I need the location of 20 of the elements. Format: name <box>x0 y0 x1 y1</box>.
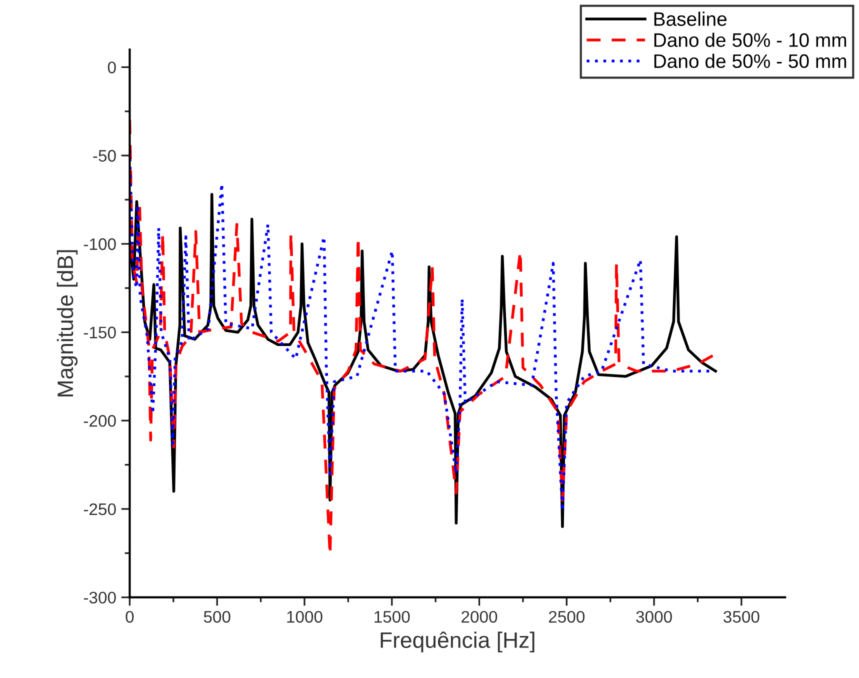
x-tick-label: 0 <box>126 610 134 623</box>
x-tick-label: 500 <box>204 610 230 623</box>
y-tick-label: -300 <box>84 592 116 604</box>
y-tick-label: -100 <box>84 238 116 250</box>
y-tick-label: -250 <box>84 503 116 516</box>
y-tick-label: -200 <box>84 415 116 427</box>
x-tick-label: 1500 <box>374 610 410 623</box>
legend-label: Dano de 50% - 50 mm <box>654 54 846 68</box>
y-tick-label: -150 <box>84 326 116 338</box>
x-axis-title: Frequência [Hz] <box>380 632 534 652</box>
x-tick-label: 1000 <box>287 610 322 623</box>
x-tick-label: 2000 <box>462 610 498 623</box>
y-tick-label: 0 <box>108 62 116 74</box>
y-axis-title: Magnitude [dB] <box>56 250 78 396</box>
y-tick-label: -50 <box>93 150 116 162</box>
x-tick-label: 3500 <box>724 610 760 623</box>
x-tick-label: 3000 <box>636 610 672 623</box>
legend-label: Dano de 50% - 10 mm <box>654 32 846 47</box>
x-tick-label: 2500 <box>548 610 585 623</box>
legend-label: Baseline <box>654 12 727 26</box>
